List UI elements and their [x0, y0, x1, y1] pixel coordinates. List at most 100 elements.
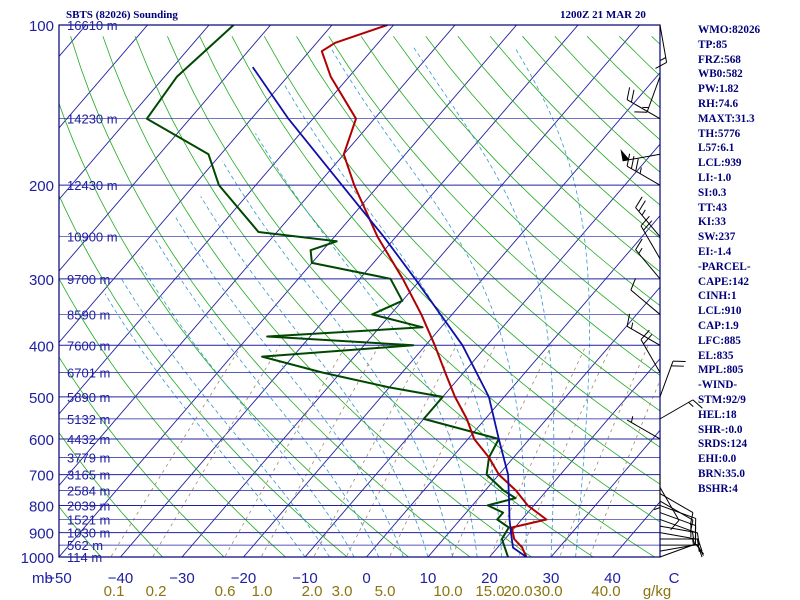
sounding-index-item: LCL:939: [698, 157, 742, 170]
dry-adiabat-line: [102, 36, 533, 557]
wind-barb-flag: [696, 539, 700, 552]
mixing-ratio-line: [224, 345, 347, 557]
isotherm-line: [365, 215, 660, 557]
mixing-ratio-line: [451, 345, 552, 557]
wind-barb: [635, 238, 661, 280]
wind-barb: [659, 532, 700, 552]
sounding-index-item: EI:-1.4: [698, 245, 732, 258]
height-label: 3165 m: [67, 468, 110, 483]
wind-barb-flag: [630, 278, 637, 291]
pressure-tick-label: 900: [29, 526, 54, 543]
sounding-index-item: PW:1.82: [698, 83, 739, 96]
sounding-index-item: SW:237: [698, 231, 736, 244]
temperature-tick-label: −30: [169, 570, 194, 587]
wind-barb-flag: [640, 329, 650, 340]
moist-adiabat-line: [255, 133, 478, 557]
mixing-ratio-line: [260, 345, 380, 557]
isotherm-line: [0, 13, 35, 568]
sounding-index-item: CAPE:142: [698, 275, 749, 288]
isotherm-line: [181, 25, 641, 557]
wind-barb-staff: [626, 325, 661, 346]
moist-adiabat-line: [329, 46, 527, 557]
mixing-ratio-unit-label: g/kg: [643, 583, 671, 600]
wind-barb-half-flag: [688, 401, 694, 407]
mixing-ratio-label: 30.0: [533, 583, 562, 600]
dry-adiabat-line: [134, 36, 594, 557]
sounding-index-item: LCL:910: [698, 305, 742, 318]
mixing-ratio-label: 3.0: [332, 583, 353, 600]
mixing-ratio-line: [313, 345, 428, 557]
wind-barb-staff: [622, 153, 661, 162]
sounding-index-item: CINH:1: [698, 290, 737, 303]
mixing-ratio-label: 1.0: [252, 583, 273, 600]
temperature-tick-label: 20: [481, 570, 498, 587]
wind-barb-staff: [659, 532, 698, 540]
sounding-index-item: -PARCEL-: [698, 260, 751, 273]
height-label: 14230 m: [67, 112, 118, 127]
wind-barb: [640, 216, 661, 259]
wind-barb: [659, 500, 694, 533]
dry-adiabat-line: [425, 36, 660, 273]
wind-barb-flag: [655, 61, 667, 69]
mixing-ratio-label: 20.0: [503, 583, 532, 600]
sounding-profiles: [145, 25, 548, 557]
dry-adiabat-line: [59, 431, 164, 557]
background-lines: [0, 13, 660, 568]
dry-adiabat-line: [586, 36, 660, 109]
moist-adiabat-line: [284, 85, 503, 557]
dry-adiabat-line: [360, 36, 660, 341]
wind-barb-half-flag: [659, 57, 666, 61]
pressure-tick-label: 200: [29, 178, 54, 195]
mixing-ratio-label: 15.0: [475, 583, 504, 600]
wind-barb-flag: [638, 200, 646, 212]
wind-barb-flag: [696, 532, 700, 546]
wind-barb-staff: [640, 339, 661, 373]
height-label: 562 m: [67, 538, 103, 553]
height-label: 10900 m: [67, 230, 118, 245]
pressure-tick-label: 500: [29, 390, 54, 407]
mixing-ratio-label: 2.0: [302, 583, 323, 600]
mixing-ratio-line: [345, 345, 457, 557]
mixing-ratio-line: [589, 379, 660, 557]
pressure-tick-label: 300: [29, 272, 54, 289]
pressure-tick-label: 400: [29, 338, 54, 355]
dry-adiabat-line: [59, 102, 410, 557]
sounding-index-item: FRZ:568: [698, 53, 741, 66]
moist-adiabat-line: [514, 46, 590, 557]
dry-adiabat-line: [328, 36, 660, 376]
pressure-unit-label: mb: [32, 570, 53, 587]
wind-barb-half-flag: [641, 209, 646, 216]
wind-barb-half-flag: [653, 507, 661, 511]
dry-adiabat-line: [296, 36, 660, 412]
isotherm-line: [59, 25, 210, 201]
wind-barb-flag: [689, 512, 694, 526]
mixing-ratio-line: [110, 345, 243, 557]
sounding-datetime: 1200Z 21 MAR 20: [560, 9, 646, 21]
wind-barb-staff: [646, 76, 661, 113]
temperature-tick-label: −10: [292, 570, 317, 587]
wind-barb: [626, 313, 661, 346]
wind-barb-staff: [659, 24, 668, 63]
sounding-index-item: EL:835: [698, 349, 734, 362]
sounding-index-item: BSHR:4: [698, 482, 738, 495]
wind-barb: [630, 278, 661, 315]
mixing-ratio-label: 0.2: [146, 583, 167, 600]
wind-barb-flag: [635, 196, 643, 208]
dry-adiabat-line: [59, 506, 102, 557]
pressure-tick-label: 600: [29, 432, 54, 449]
wind-barb-staff: [635, 207, 661, 238]
wind-barb: [653, 474, 661, 513]
wind-barb-flag: [640, 216, 650, 227]
wind-barb-staff: [659, 544, 698, 552]
pressure-tick-label: 700: [29, 468, 54, 485]
sounding-index-item: WB0:582: [698, 68, 743, 81]
height-label: 2584 m: [67, 484, 110, 499]
mixing-ratio-label: 10.0: [433, 583, 462, 600]
isotherm-line: [59, 25, 272, 272]
mixing-ratio-line: [518, 345, 612, 557]
mixing-ratio-line: [152, 345, 281, 557]
sounding-index-item: EHI:0.0: [698, 453, 737, 466]
wind-barb-half-flag: [692, 538, 694, 545]
wind-barb-flag: [635, 238, 643, 250]
wind-barb-staff: [659, 500, 694, 521]
